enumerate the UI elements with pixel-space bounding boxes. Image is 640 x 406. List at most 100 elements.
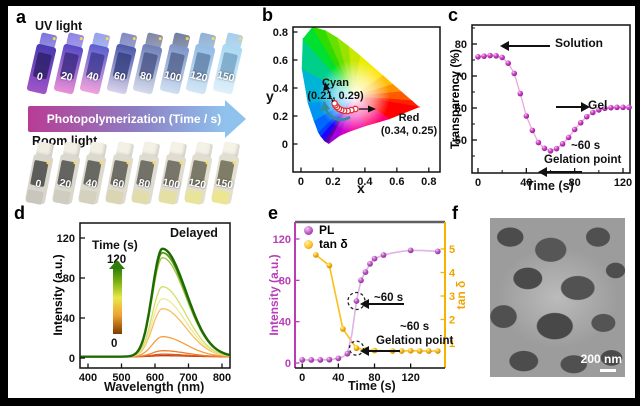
e-xlabel: Time (s) — [348, 379, 396, 393]
svg-text:120: 120 — [57, 233, 75, 245]
b-xlabel: x — [357, 180, 365, 196]
d-xlabel: Wavelength (nm) — [104, 380, 205, 394]
svg-text:80: 80 — [569, 177, 581, 189]
panel-letter-c: c — [448, 5, 459, 25]
svg-text:0.4: 0.4 — [357, 176, 373, 188]
svg-text:60: 60 — [455, 103, 467, 115]
solution-arrow — [500, 41, 550, 51]
tan-legend-label: tan δ — [319, 237, 348, 251]
transparency-data-point — [577, 119, 584, 126]
arrow-body — [28, 106, 226, 132]
e-ylabel-right: tan δ — [454, 280, 468, 310]
tan-data-point — [434, 348, 441, 354]
transparency-data-point — [626, 104, 632, 111]
pl-legend-dot — [304, 226, 313, 235]
svg-text:0.6: 0.6 — [389, 176, 404, 188]
panel-letter-f: f — [452, 203, 458, 223]
arrow-head — [225, 100, 246, 138]
svg-text:80: 80 — [279, 275, 291, 287]
tan-data-point — [425, 348, 432, 354]
sem-scalebar-label: 200 nm — [580, 352, 622, 366]
transparency-data-point — [517, 90, 524, 97]
pl-data-point — [407, 247, 414, 254]
pl-data-point — [308, 357, 315, 363]
svg-text:120: 120 — [273, 234, 291, 246]
cyan-label: Cyan — [322, 77, 349, 89]
transparency-data-point — [620, 104, 626, 111]
vial-liquid — [105, 189, 124, 205]
svg-text:500: 500 — [112, 372, 130, 384]
transparency-data-point — [505, 60, 512, 66]
sem-scalebar — [600, 369, 616, 372]
transparency-data-point — [571, 126, 578, 133]
svg-text:0: 0 — [475, 177, 481, 189]
pl-data-point — [335, 355, 342, 362]
emission-spectra-chart: 400 500 600 700 800 0 40 80 120 — [57, 222, 231, 384]
transparency-data-point — [511, 70, 518, 77]
vial-sticker-dot — [125, 161, 130, 165]
vial-liquid — [52, 189, 71, 205]
panel-letter-d: d — [14, 203, 25, 223]
gel-annotation: Gel — [588, 98, 608, 112]
e-legend: PL tan δ — [304, 223, 348, 251]
svg-text:50: 50 — [455, 135, 467, 147]
red-coords: (0.34, 0.25) — [380, 124, 438, 137]
tan-data-point — [326, 262, 333, 269]
svg-text:40: 40 — [63, 313, 75, 325]
transparency-data-point — [589, 109, 596, 116]
svg-text:80: 80 — [63, 273, 75, 285]
red-annotation: Red (0.34, 0.25) — [368, 112, 450, 137]
vial-liquid — [184, 189, 203, 205]
transparency-data-point — [608, 104, 614, 111]
gelation-annotation: Gelation point — [544, 154, 622, 166]
transparency-data-point — [487, 52, 493, 59]
transparency-data-point — [541, 145, 548, 152]
pl-legend-label: PL — [319, 223, 335, 237]
tan-data-point — [407, 347, 414, 354]
vial-sticker-dot — [131, 36, 136, 41]
cie-horseshoe — [301, 27, 421, 145]
transparency-data-point — [614, 104, 620, 111]
pl-data-point — [344, 350, 351, 357]
svg-text:0.8: 0.8 — [421, 176, 436, 188]
e-ylabel-left: Intensity (a.u.) — [267, 254, 281, 336]
spectrum-curve — [80, 247, 230, 358]
time-gradient-arrow — [109, 260, 125, 334]
transparency-data-point — [553, 145, 560, 152]
transparency-data-point — [583, 113, 590, 120]
transparency-data-point — [493, 53, 499, 59]
transparency-data-point — [565, 134, 572, 141]
transparency-data-point — [559, 141, 566, 147]
tan-data-point — [339, 326, 346, 332]
tan-data-point — [416, 348, 423, 354]
red-label: Red — [398, 112, 420, 124]
vial-liquid — [131, 189, 150, 205]
svg-text:120: 120 — [614, 177, 632, 189]
c-xlabel: Time (s) — [526, 179, 574, 193]
pl-data-point — [367, 260, 373, 267]
pl-data-point — [299, 357, 306, 363]
svg-text:800: 800 — [213, 372, 231, 384]
vial-liquid — [211, 189, 230, 205]
svg-text:0: 0 — [299, 372, 305, 384]
gel-arrow — [556, 102, 590, 112]
d-legend-title: Time (s) — [92, 238, 138, 252]
tan-data-point — [312, 251, 319, 258]
transparency-data-point — [602, 105, 608, 112]
svg-text:0.2: 0.2 — [273, 111, 288, 123]
vial-liquid — [158, 189, 177, 205]
transparency-data-point — [499, 54, 505, 61]
vial-sticker-dot — [184, 36, 189, 41]
pl-data-point — [326, 356, 333, 363]
svg-text:1: 1 — [449, 338, 455, 350]
cyan-coords: (0.21, 0.29) — [307, 89, 364, 102]
pl-data-point — [434, 248, 441, 255]
photopolymerization-arrow: Photopolymerization (Time / s) — [28, 100, 246, 138]
transparency-data-point — [523, 113, 530, 119]
panel-letter-a: a — [16, 7, 27, 27]
svg-text:2: 2 — [449, 315, 455, 327]
vial-sticker-dot — [178, 161, 183, 165]
pl-data-point — [380, 252, 387, 258]
pl-data-point — [371, 255, 378, 262]
d-ylabel: Intensity (a.u.) — [51, 254, 65, 336]
